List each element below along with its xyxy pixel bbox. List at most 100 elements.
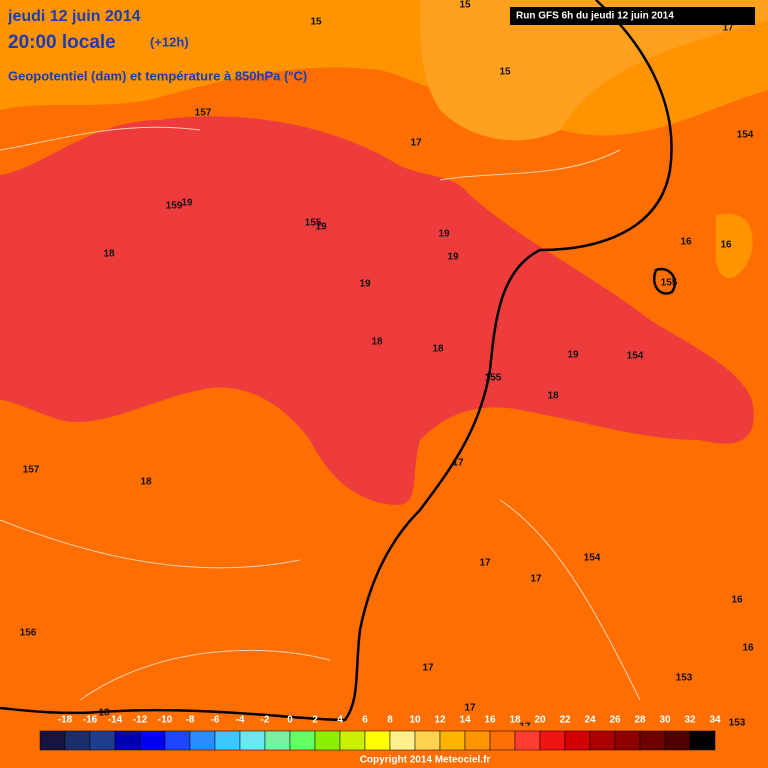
scale-swatch — [189, 730, 216, 751]
scale-swatch — [214, 730, 241, 751]
geopotential-line — [0, 0, 673, 722]
scale-swatch — [89, 730, 116, 751]
contour-label: 155 — [305, 218, 322, 229]
scale-label: 2 — [312, 715, 318, 726]
color-scale: -18 -16 -14 -12 -10 -8 -6 -4 -2 0 2 4 6 8 10 12 14 16 18 20… — [39, 715, 721, 751]
contour-label: 19 — [438, 229, 450, 240]
contour-label: 155 — [661, 278, 678, 289]
scale-label: 26 — [609, 715, 621, 726]
scale-swatch — [139, 730, 166, 751]
scale-swatch — [514, 730, 541, 751]
scale-swatch — [664, 730, 691, 751]
scale-label: -8 — [186, 715, 195, 726]
contour-label: 19 — [181, 198, 193, 209]
contour-label: 156 — [20, 628, 37, 639]
scale-swatch — [414, 730, 441, 751]
scale-label: 22 — [559, 715, 571, 726]
contour-label: 155 — [485, 373, 502, 384]
scale-label: 28 — [634, 715, 646, 726]
copyright: Copyright 2014 Meteociel.fr — [360, 755, 491, 766]
run-box — [510, 7, 755, 25]
cool-patch — [716, 213, 753, 279]
contour-label: 18 — [98, 708, 110, 719]
scale-swatch — [64, 730, 91, 751]
scale-label: 34 — [709, 715, 721, 726]
scale-label: 20 — [534, 715, 546, 726]
scale-swatch — [389, 730, 416, 751]
scale-swatch — [314, 730, 341, 751]
contour-label: 16 — [680, 237, 692, 248]
contour-lines — [0, 126, 641, 701]
contour-label: 17 — [479, 558, 491, 569]
scale-swatch — [339, 730, 366, 751]
contour-label: 19 — [567, 350, 579, 361]
scale-swatch — [689, 730, 716, 751]
scale-label: 14 — [459, 715, 471, 726]
contour-label: 16 — [731, 595, 743, 606]
scale-swatch — [264, 730, 291, 751]
scale-label: 32 — [684, 715, 696, 726]
contour-label: 18 — [547, 391, 559, 402]
contour-label: 16 — [742, 643, 754, 654]
scale-swatch — [639, 730, 666, 751]
contour-label: 18 — [103, 249, 115, 260]
contour-label: 153 — [676, 673, 693, 684]
date-label: jeudi 12 juin 2014 — [7, 8, 141, 25]
contour-label: 18 — [371, 337, 383, 348]
contour-label: 18 — [432, 344, 444, 355]
scale-label: -6 — [211, 715, 220, 726]
contour-label: 17 — [452, 458, 464, 469]
scale-label: -4 — [236, 715, 245, 726]
scale-swatch — [439, 730, 466, 751]
contour-label: 154 — [627, 351, 644, 362]
contour-label: 18 — [140, 477, 152, 488]
offset-label: (+12h) — [150, 34, 189, 49]
contour-label: 16 — [720, 240, 732, 251]
scale-swatch — [614, 730, 641, 751]
scale-swatch — [39, 730, 66, 751]
subtitle: Geopotentiel (dam) et température à 850h… — [8, 68, 307, 83]
contour-label: 159 — [166, 201, 183, 212]
scale-label: 24 — [584, 715, 596, 726]
contour-label: 19 — [447, 252, 459, 263]
geopotential-loop — [653, 267, 677, 295]
scale-label: 0 — [287, 715, 293, 726]
contour-label: 157 — [23, 465, 40, 476]
scale-swatch — [464, 730, 491, 751]
scale-label: -2 — [261, 715, 270, 726]
scale-label: -14 — [108, 715, 123, 726]
scale-label: -10 — [158, 715, 173, 726]
run-label: Run GFS 6h du jeudi 12 juin 2014 — [516, 11, 674, 22]
warm-region — [0, 116, 754, 506]
scale-label: -12 — [133, 715, 148, 726]
contour-label: 17 — [722, 23, 734, 34]
contour-label: 17 — [530, 574, 542, 585]
scale-label: 18 — [509, 715, 521, 726]
contour-label: 153 — [729, 718, 746, 729]
contour-label: 15 — [310, 17, 322, 28]
contour-label: 17 — [464, 703, 476, 714]
contour-label: 15 — [459, 0, 471, 11]
scale-label: 10 — [409, 715, 421, 726]
contour-label: 157 — [195, 108, 212, 119]
time-label: 20:00 locale — [8, 32, 116, 53]
scale-swatch — [539, 730, 566, 751]
contour-label: 17 — [410, 138, 422, 149]
scale-swatch — [589, 730, 616, 751]
scale-swatch — [564, 730, 591, 751]
contour-label: 154 — [737, 130, 754, 141]
scale-swatch — [289, 730, 316, 751]
contour-label: 19 — [315, 222, 327, 233]
scale-swatch — [114, 730, 141, 751]
scale-swatch — [364, 730, 391, 751]
contour-label: 19 — [359, 279, 371, 290]
scale-label: 16 — [484, 715, 496, 726]
contour-label: 154 — [584, 553, 601, 564]
scale-label: 8 — [387, 715, 393, 726]
scale-label: 4 — [337, 715, 343, 726]
contour-label: 15 — [499, 67, 511, 78]
scale-label: -18 — [58, 715, 73, 726]
scale-label: 30 — [659, 715, 671, 726]
